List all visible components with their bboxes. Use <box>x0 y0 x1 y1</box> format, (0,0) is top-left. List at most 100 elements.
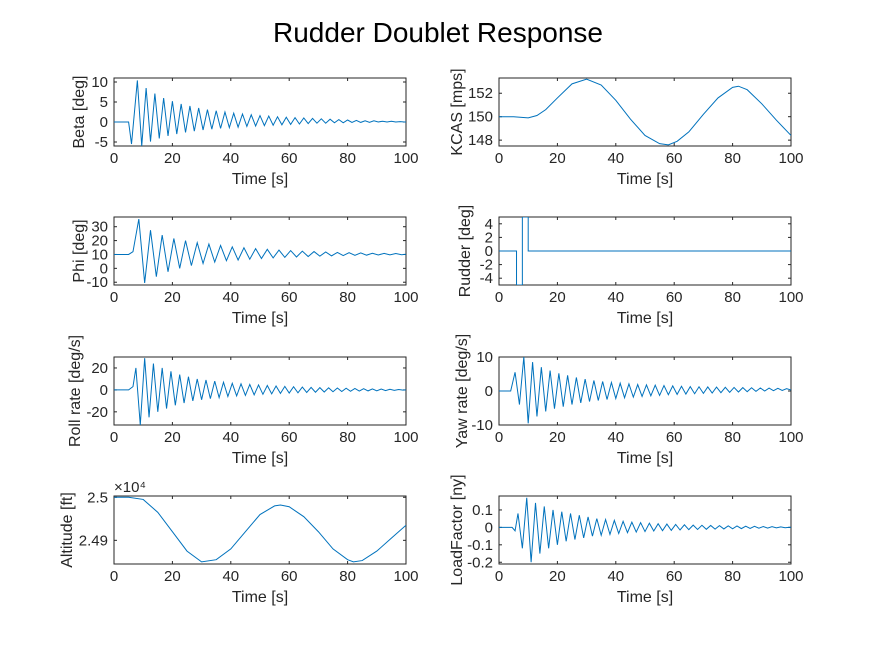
axes-box <box>498 495 792 565</box>
y-axis-label: Roll rate [deg/s] <box>67 335 84 447</box>
subplot-2: 0 20 40 60 80 100 148 150 152 Time [s] KCAS [mps] <box>449 68 804 188</box>
x-tick-label: 100 <box>778 429 803 446</box>
x-tick-label: 60 <box>666 568 683 585</box>
y-tick-label: 2.49 <box>79 532 108 549</box>
x-tick-label: 20 <box>164 289 181 306</box>
series-line <box>114 496 406 563</box>
x-tick-label: 0 <box>110 568 118 585</box>
x-axis-label: Time [s] <box>232 450 288 467</box>
x-tick-label: 60 <box>281 150 298 167</box>
y-tick-label: -10 <box>86 274 108 291</box>
x-tick-label: 60 <box>666 429 683 446</box>
x-tick-label: 0 <box>495 429 503 446</box>
series-line <box>499 357 791 424</box>
x-axis-label: Time [s] <box>232 310 288 327</box>
y-tick-label: 30 <box>91 219 108 236</box>
y-tick-label: -2 <box>480 257 493 274</box>
y-tick-label: 0 <box>485 243 493 260</box>
x-tick-label: 80 <box>339 150 356 167</box>
figure-title: Rudder Doublet Response <box>273 17 603 48</box>
x-tick-label: 40 <box>607 150 624 167</box>
x-tick-label: 0 <box>495 568 503 585</box>
y-tick-label: -10 <box>471 417 493 434</box>
axes-box <box>113 495 407 565</box>
y-axis-label: Beta [deg] <box>71 76 88 149</box>
x-tick-label: 80 <box>724 568 741 585</box>
x-axis-label: Time [s] <box>232 171 288 188</box>
x-axis-label: Time [s] <box>617 310 673 327</box>
y-tick-label: -4 <box>480 270 493 287</box>
y-tick-label: -5 <box>95 134 108 151</box>
y-tick-label: 0 <box>485 519 493 536</box>
y-tick-label: 10 <box>91 74 108 91</box>
x-tick-label: 80 <box>339 568 356 585</box>
x-tick-label: 0 <box>110 429 118 446</box>
y-tick-label: 10 <box>91 246 108 263</box>
x-tick-label: 80 <box>724 150 741 167</box>
x-tick-label: 40 <box>222 429 239 446</box>
y-axis-label: Rudder [deg] <box>457 205 474 298</box>
x-tick-label: 20 <box>164 568 181 585</box>
x-tick-label: 20 <box>549 150 566 167</box>
y-tick-label: 150 <box>468 109 493 126</box>
x-tick-label: 100 <box>393 289 418 306</box>
x-tick-label: 0 <box>495 289 503 306</box>
x-tick-label: 40 <box>222 289 239 306</box>
y-tick-label: -0.2 <box>467 554 493 571</box>
x-tick-label: 20 <box>549 568 566 585</box>
subplot-7: 0 20 40 60 80 100 2.49 2.5 ×10⁴ Time [s] Altitude … <box>59 479 419 606</box>
x-tick-label: 60 <box>666 289 683 306</box>
y-tick-label: 148 <box>468 132 493 149</box>
x-tick-label: 0 <box>110 289 118 306</box>
y-exponent-label: ×10⁴ <box>114 479 146 496</box>
y-axis-label: LoadFactor [ny] <box>449 474 466 585</box>
x-tick-label: 20 <box>164 429 181 446</box>
x-tick-label: 60 <box>666 150 683 167</box>
y-axis-label: Altitude [ft] <box>59 492 76 568</box>
x-tick-label: 0 <box>110 150 118 167</box>
x-tick-label: 20 <box>549 289 566 306</box>
y-axis-label: Yaw rate [deg/s] <box>454 334 471 448</box>
axes-box <box>113 356 407 426</box>
x-tick-label: 100 <box>778 289 803 306</box>
x-tick-label: 100 <box>393 568 418 585</box>
series-line <box>499 217 791 285</box>
x-tick-label: 20 <box>549 429 566 446</box>
x-tick-label: 100 <box>393 429 418 446</box>
y-tick-label: 0 <box>100 114 108 131</box>
x-tick-label: 40 <box>607 568 624 585</box>
y-tick-label: -0.1 <box>467 537 493 554</box>
x-axis-label: Time [s] <box>617 171 673 188</box>
y-tick-label: 0 <box>485 383 493 400</box>
y-tick-label: 2 <box>485 229 493 246</box>
x-tick-label: 40 <box>607 289 624 306</box>
x-tick-label: 40 <box>607 429 624 446</box>
y-axis-label: Phi [deg] <box>71 219 88 282</box>
axes-box <box>498 77 792 147</box>
series-line <box>114 358 406 425</box>
y-tick-label: 4 <box>485 216 493 233</box>
x-tick-label: 20 <box>164 150 181 167</box>
y-tick-label: 0 <box>100 260 108 277</box>
y-tick-label: 10 <box>476 349 493 366</box>
x-axis-label: Time [s] <box>617 589 673 606</box>
axes-box <box>113 216 407 286</box>
y-tick-label: 2.5 <box>87 489 108 506</box>
x-tick-label: 80 <box>724 429 741 446</box>
y-axis-label: KCAS [mps] <box>449 68 466 155</box>
series-line <box>114 80 406 146</box>
y-tick-label: 0 <box>100 382 108 399</box>
y-tick-label: 20 <box>91 233 108 250</box>
y-tick-label: -20 <box>86 404 108 421</box>
series-line <box>499 78 791 146</box>
y-tick-label: 20 <box>91 360 108 377</box>
x-tick-label: 60 <box>281 568 298 585</box>
x-axis-label: Time [s] <box>617 450 673 467</box>
x-tick-label: 100 <box>778 568 803 585</box>
